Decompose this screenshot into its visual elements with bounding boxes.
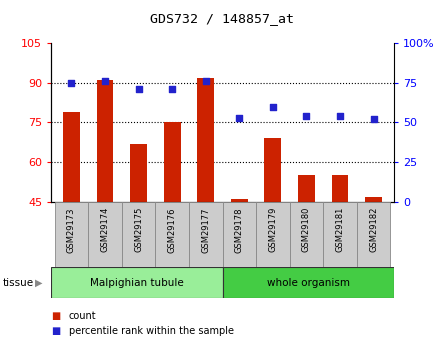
Bar bbox=[88, 202, 122, 267]
Bar bbox=[51, 267, 223, 298]
Bar bbox=[222, 202, 256, 267]
Point bbox=[236, 115, 243, 120]
Text: GSM29180: GSM29180 bbox=[302, 207, 311, 253]
Point bbox=[269, 104, 276, 109]
Bar bbox=[256, 202, 290, 267]
Text: GSM29174: GSM29174 bbox=[101, 207, 109, 253]
Text: ■: ■ bbox=[51, 326, 61, 336]
Text: tissue: tissue bbox=[2, 278, 33, 288]
Bar bbox=[155, 202, 189, 267]
Point bbox=[303, 114, 310, 119]
Bar bbox=[290, 202, 323, 267]
Text: GSM29175: GSM29175 bbox=[134, 207, 143, 253]
Text: GDS732 / 148857_at: GDS732 / 148857_at bbox=[150, 12, 295, 26]
Text: GSM29181: GSM29181 bbox=[336, 207, 344, 253]
Text: whole organism: whole organism bbox=[267, 278, 350, 288]
Bar bbox=[365, 197, 382, 202]
Bar bbox=[130, 144, 147, 202]
Bar bbox=[122, 202, 155, 267]
Text: GSM29178: GSM29178 bbox=[235, 207, 244, 253]
Bar bbox=[97, 80, 113, 202]
Bar bbox=[231, 199, 248, 202]
Bar bbox=[164, 122, 181, 202]
Point bbox=[336, 114, 344, 119]
Point bbox=[370, 117, 377, 122]
Text: count: count bbox=[69, 311, 97, 321]
Text: percentile rank within the sample: percentile rank within the sample bbox=[69, 326, 234, 336]
Text: GSM29182: GSM29182 bbox=[369, 207, 378, 253]
Point bbox=[68, 80, 75, 86]
Text: GSM29176: GSM29176 bbox=[168, 207, 177, 253]
Point bbox=[202, 78, 209, 84]
Text: ■: ■ bbox=[51, 311, 61, 321]
Point bbox=[101, 78, 109, 84]
Bar bbox=[357, 202, 390, 267]
Text: GSM29177: GSM29177 bbox=[201, 207, 210, 253]
Bar bbox=[264, 138, 281, 202]
Text: ▶: ▶ bbox=[35, 278, 42, 288]
Point bbox=[169, 86, 176, 92]
Bar bbox=[298, 175, 315, 202]
Bar bbox=[189, 202, 222, 267]
Bar bbox=[332, 175, 348, 202]
Text: Malpighian tubule: Malpighian tubule bbox=[90, 278, 184, 288]
Point bbox=[135, 86, 142, 92]
Bar bbox=[197, 78, 214, 202]
Bar bbox=[323, 202, 357, 267]
Text: GSM29179: GSM29179 bbox=[268, 207, 277, 253]
Bar bbox=[63, 112, 80, 202]
Bar bbox=[55, 202, 88, 267]
Bar bbox=[222, 267, 394, 298]
Text: GSM29173: GSM29173 bbox=[67, 207, 76, 253]
